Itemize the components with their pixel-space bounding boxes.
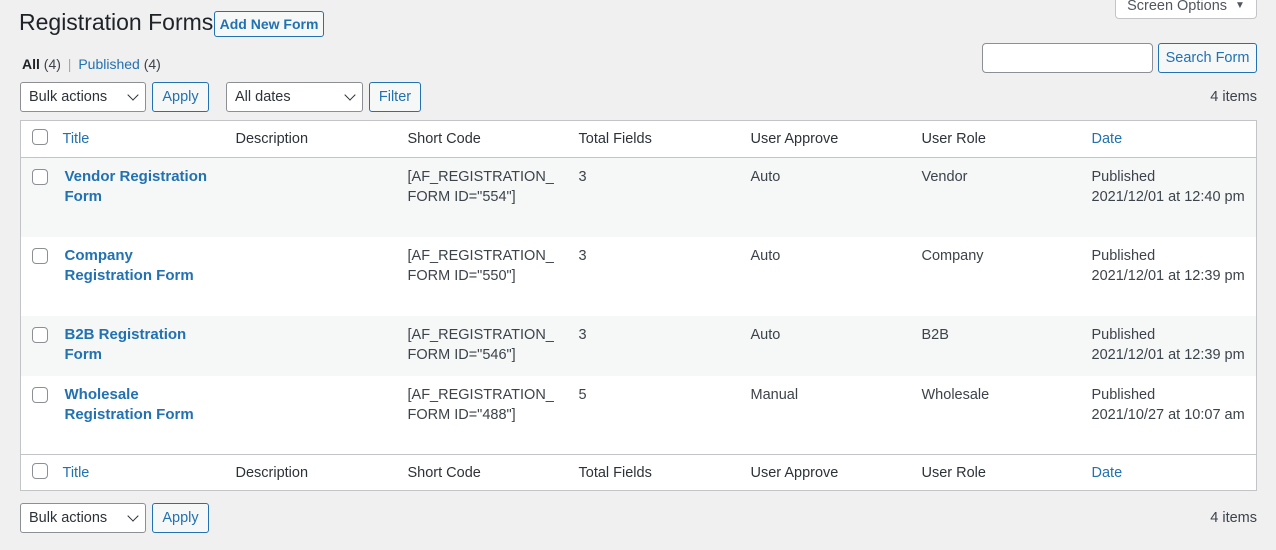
form-user-approve: Manual [750, 386, 799, 403]
column-total-fields: Total Fields [578, 120, 751, 158]
form-title-link[interactable]: Wholesale Registration Form [64, 385, 194, 423]
form-user-approve: Auto [750, 169, 781, 185]
form-status: Published [1091, 386, 1156, 403]
form-shortcode: [AF_REGISTRATION_FORM ID="546"] [407, 326, 554, 363]
form-date: 2021/12/01 at 12:40 pm [1091, 189, 1245, 205]
view-filters: All (4) | Published (4) [22, 56, 161, 72]
row-checkbox[interactable] [32, 386, 48, 403]
form-user-approve: Auto [750, 326, 781, 343]
row-checkbox[interactable] [32, 169, 48, 185]
table-header: Title Description Short Code Total Field… [20, 120, 1257, 158]
separator: | [67, 56, 72, 72]
form-user-role: Wholesale [921, 386, 990, 403]
caret-down-icon: ▼ [1235, 0, 1245, 11]
form-date: 2021/10/27 at 10:07 am [1091, 406, 1245, 423]
items-count-bottom: 4 items [1210, 510, 1257, 526]
form-description [236, 316, 408, 376]
bulk-actions-select-bottom[interactable]: Bulk actions [20, 503, 146, 533]
view-published-count: (4) [143, 56, 161, 72]
column-description: Description [235, 454, 408, 491]
table-row: Vendor Registration Form [AF_REGISTRATIO… [20, 157, 1257, 237]
view-published[interactable]: Published [78, 56, 140, 72]
row-checkbox[interactable] [32, 326, 48, 343]
column-user-role: User Role [921, 120, 1092, 158]
column-user-approve: User Approve [750, 454, 922, 491]
select-all-checkbox[interactable] [32, 129, 48, 145]
row-checkbox[interactable] [32, 247, 48, 264]
apply-button-bottom[interactable]: Apply [152, 503, 209, 533]
search-input[interactable] [982, 43, 1153, 73]
form-user-approve: Auto [750, 247, 781, 264]
column-date-sort[interactable]: Date [1091, 464, 1123, 481]
apply-button[interactable]: Apply [152, 82, 209, 112]
table-footer: Title Description Short Code Total Field… [20, 454, 1257, 491]
form-total-fields: 3 [578, 326, 587, 343]
form-description [236, 376, 408, 455]
column-date-sort[interactable]: Date [1091, 131, 1123, 147]
dates-value: All dates [235, 89, 291, 105]
table-row: Wholesale Registration Form [AF_REGISTRA… [21, 376, 1257, 455]
forms-table: Title Description Short Code Total Field… [20, 120, 1257, 491]
form-total-fields: 5 [578, 386, 587, 403]
form-title-link[interactable]: Vendor Registration Form [64, 168, 208, 205]
form-user-role: B2B [921, 326, 949, 343]
view-all-count: (4) [43, 56, 61, 72]
form-total-fields: 3 [578, 169, 587, 185]
form-shortcode: [AF_REGISTRATION_FORM ID="554"] [407, 169, 554, 205]
column-shortcode: Short Code [407, 120, 579, 158]
chevron-down-icon [127, 89, 139, 101]
form-user-role: Company [921, 247, 984, 264]
form-title-link[interactable]: Company Registration Form [64, 246, 194, 284]
add-new-form-button[interactable]: Add New Form [214, 11, 324, 37]
form-user-role: Vendor [921, 169, 968, 185]
bulk-actions-select[interactable]: Bulk actions [20, 82, 146, 112]
bulk-actions-value: Bulk actions [29, 89, 108, 105]
form-status: Published [1091, 247, 1156, 264]
form-status: Published [1091, 169, 1156, 185]
form-date: 2021/12/01 at 12:39 pm [1091, 346, 1245, 363]
chevron-down-icon [127, 510, 139, 522]
form-shortcode: [AF_REGISTRATION_FORM ID="488"] [407, 386, 554, 423]
column-total-fields: Total Fields [578, 454, 751, 491]
column-description: Description [235, 120, 408, 158]
filter-button[interactable]: Filter [369, 82, 421, 112]
form-title-link[interactable]: B2B Registration Form [64, 325, 187, 363]
screen-options-button[interactable]: Screen Options ▼ [1115, 0, 1257, 19]
page-title: Registration Forms [19, 9, 214, 35]
items-count: 4 items [1210, 89, 1257, 105]
table-row: B2B Registration Form [AF_REGISTRATION_F… [20, 315, 1257, 376]
form-shortcode: [AF_REGISTRATION_FORM ID="550"] [407, 247, 554, 284]
chevron-down-icon [344, 89, 356, 101]
bulk-actions-value: Bulk actions [29, 510, 108, 526]
column-user-role: User Role [921, 454, 1092, 491]
select-all-checkbox-bottom[interactable] [32, 462, 48, 479]
form-date: 2021/12/01 at 12:39 pm [1091, 267, 1245, 284]
search-form-button[interactable]: Search Form [1158, 43, 1257, 73]
table-row: Company Registration Form [AF_REGISTRATI… [21, 237, 1257, 316]
screen-options-label: Screen Options [1127, 0, 1228, 14]
column-title-sort[interactable]: Title [62, 464, 90, 481]
view-all[interactable]: All [22, 56, 40, 72]
form-total-fields: 3 [578, 247, 587, 264]
dates-select[interactable]: All dates [226, 82, 363, 112]
form-description [236, 158, 408, 237]
column-user-approve: User Approve [750, 120, 922, 158]
column-shortcode: Short Code [407, 454, 579, 491]
column-title-sort[interactable]: Title [62, 131, 90, 147]
form-status: Published [1091, 326, 1156, 343]
form-description [236, 237, 408, 316]
